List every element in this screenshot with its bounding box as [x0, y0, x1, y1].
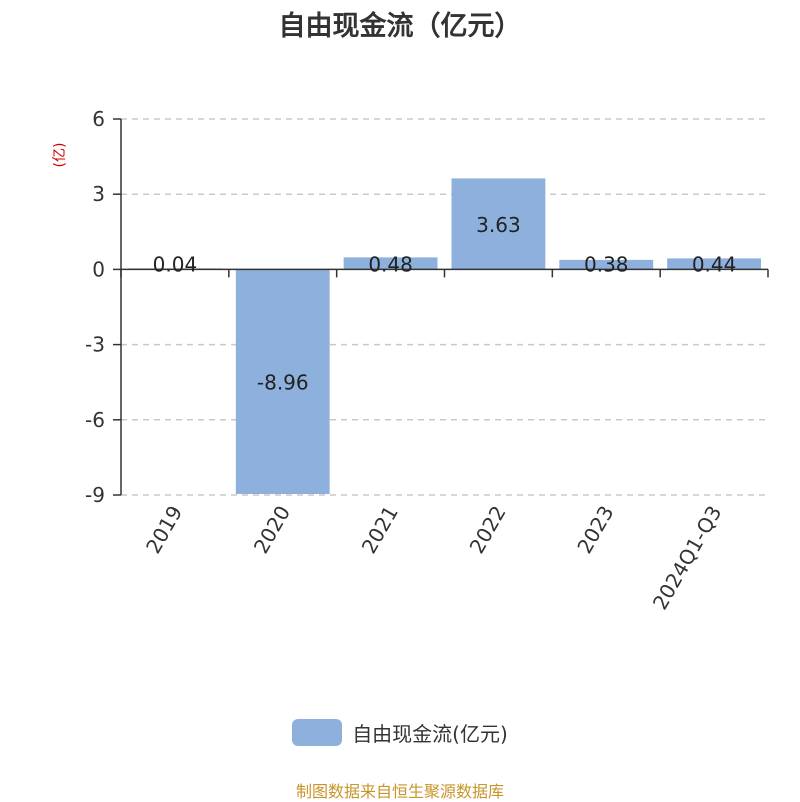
legend-label: 自由现金流(亿元) — [352, 722, 508, 746]
bar — [235, 269, 330, 494]
bar — [559, 259, 654, 270]
bar — [451, 178, 546, 270]
x-tick-label: 2020 — [249, 502, 295, 558]
data-label: 0.44 — [692, 252, 737, 276]
y-tick-label: -9 — [85, 483, 105, 507]
data-label: 3.63 — [476, 213, 521, 237]
data-label: 0.48 — [368, 252, 413, 276]
x-tick-label: 2019 — [141, 502, 187, 558]
x-tick-label: 2021 — [357, 502, 403, 558]
y-axis-label: (亿) — [52, 143, 68, 168]
chart-title: 自由现金流（亿元） — [278, 11, 522, 42]
data-label: 0.04 — [153, 252, 198, 276]
legend: 自由现金流(亿元) — [0, 718, 800, 747]
x-tick-label: 2023 — [572, 502, 618, 558]
gridlines — [121, 118, 768, 496]
y-tick-label: 6 — [92, 107, 105, 131]
y-tick-label: -6 — [85, 408, 105, 432]
bar — [667, 258, 761, 270]
x-tick-label: 2022 — [465, 501, 511, 557]
bar — [343, 257, 438, 270]
axes: 6 3 0 -3 -6 -9 2019 2020 2021 2022 2023 2024Q1-Q3 — [85, 107, 769, 614]
bars — [128, 178, 761, 494]
y-tick-label: 3 — [92, 182, 105, 206]
data-label: -8.96 — [257, 371, 309, 395]
bar-chart: 6 3 0 -3 -6 -9 2019 2020 2021 2022 2023 2024Q1-Q3 0… — [52, 107, 769, 614]
data-labels: 0.04 -8.96 0.48 3.63 0.38 0.44 — [153, 213, 737, 395]
legend-swatch — [292, 719, 343, 746]
data-label: 0.38 — [584, 252, 629, 276]
y-tick-label: 0 — [92, 257, 105, 281]
x-tick-label: 2024Q1-Q3 — [648, 502, 727, 614]
y-tick-label: -3 — [85, 333, 105, 357]
source-note: 制图数据来自恒生聚源数据库 — [295, 782, 504, 801]
